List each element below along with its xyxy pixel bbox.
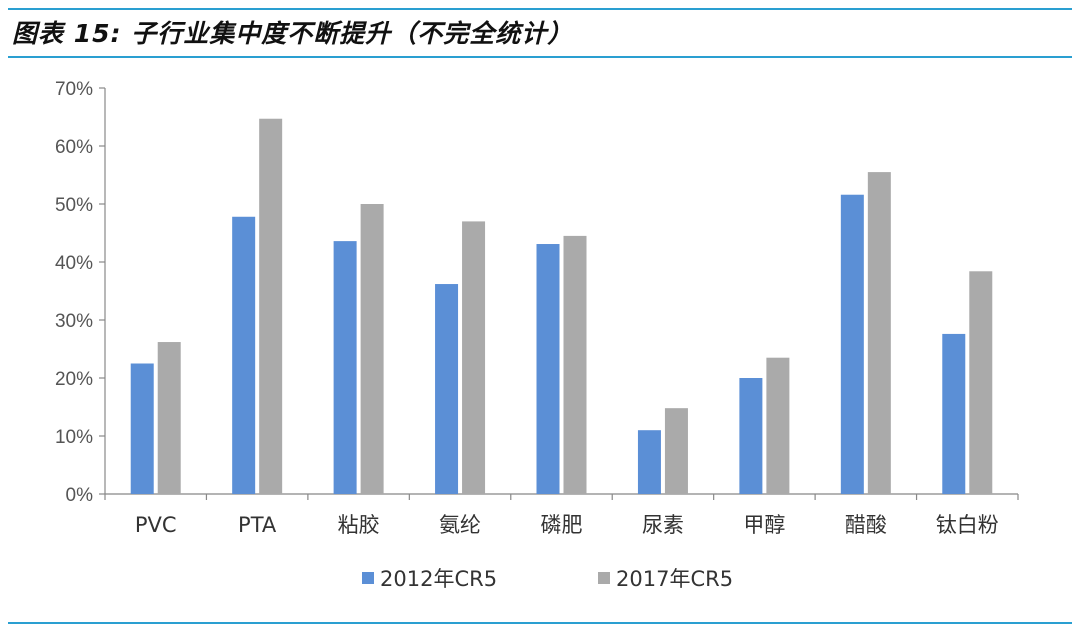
bar-2012-0 (130, 363, 154, 494)
y-tick-label: 50% (55, 195, 93, 216)
x-category-label: PTA (238, 513, 277, 537)
x-category-label: PVC (135, 513, 177, 537)
bar-2012-4 (536, 244, 560, 494)
bar-2012-2 (333, 241, 357, 494)
bar-2017-8 (969, 271, 993, 494)
y-tick-label: 60% (55, 137, 93, 158)
y-tick-label: 20% (55, 369, 93, 390)
bar-2012-5 (637, 430, 661, 494)
x-category-label: 氨纶 (439, 513, 481, 537)
y-tick-label: 0% (66, 485, 94, 506)
legend-swatch-2012 (362, 572, 374, 584)
x-category-label: 粘胶 (338, 513, 380, 537)
bar-2017-4 (563, 235, 587, 494)
bar-2017-3 (462, 221, 486, 494)
top-rule (8, 8, 1072, 10)
legend-swatch-2017 (598, 572, 610, 584)
y-tick-label: 40% (55, 253, 93, 274)
x-category-label: 尿素 (642, 513, 684, 537)
legend-label-2017: 2017年CR5 (616, 567, 733, 591)
y-tick-label: 30% (55, 311, 93, 332)
bar-2012-3 (435, 284, 459, 494)
bar-2017-7 (867, 172, 891, 494)
x-category-label: 醋酸 (845, 513, 887, 537)
bar-2012-8 (942, 333, 966, 494)
x-category-label: 磷肥 (541, 513, 583, 537)
y-tick-label: 10% (55, 427, 93, 448)
bar-2012-1 (232, 216, 256, 494)
bar-2017-6 (766, 357, 790, 494)
bottom-rule (8, 622, 1072, 624)
title-rule (8, 56, 1072, 58)
y-tick-label: 70% (55, 79, 93, 100)
x-category-label: 甲醇 (743, 513, 785, 537)
x-category-label: 钛白粉 (936, 513, 999, 537)
bar-2017-0 (157, 342, 181, 494)
bar-2017-5 (664, 408, 688, 494)
legend-label-2012: 2012年CR5 (380, 567, 497, 591)
bar-2017-1 (259, 118, 283, 495)
bar-2012-6 (739, 378, 763, 494)
bar-2012-7 (840, 194, 864, 494)
chart-title: 图表 15: 子行业集中度不断提升（不完全统计） (12, 19, 574, 48)
bar-2017-2 (360, 204, 384, 494)
